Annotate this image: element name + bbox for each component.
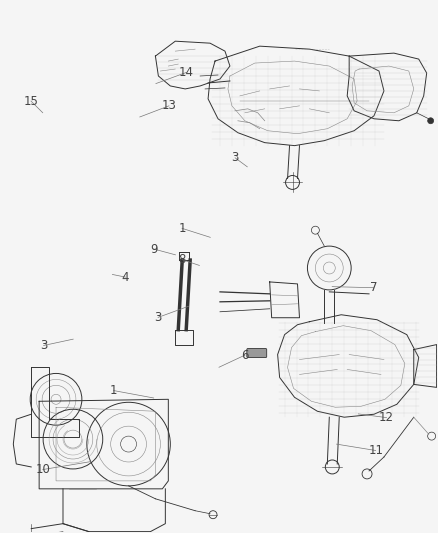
Circle shape [427, 118, 434, 124]
Text: 6: 6 [241, 349, 249, 361]
FancyBboxPatch shape [247, 349, 267, 358]
Text: 10: 10 [35, 463, 50, 476]
Text: 4: 4 [122, 271, 129, 284]
Text: 12: 12 [379, 411, 394, 424]
Text: 3: 3 [154, 311, 162, 324]
Text: 8: 8 [178, 253, 186, 266]
Text: 1: 1 [110, 384, 117, 397]
Text: 11: 11 [368, 444, 383, 457]
Text: 3: 3 [231, 151, 239, 164]
Text: 7: 7 [370, 281, 377, 294]
Text: 13: 13 [162, 99, 177, 112]
Text: 9: 9 [150, 243, 158, 255]
Text: 1: 1 [178, 222, 186, 235]
Text: 15: 15 [24, 94, 39, 108]
Text: 3: 3 [40, 339, 47, 352]
Text: 14: 14 [179, 66, 194, 79]
